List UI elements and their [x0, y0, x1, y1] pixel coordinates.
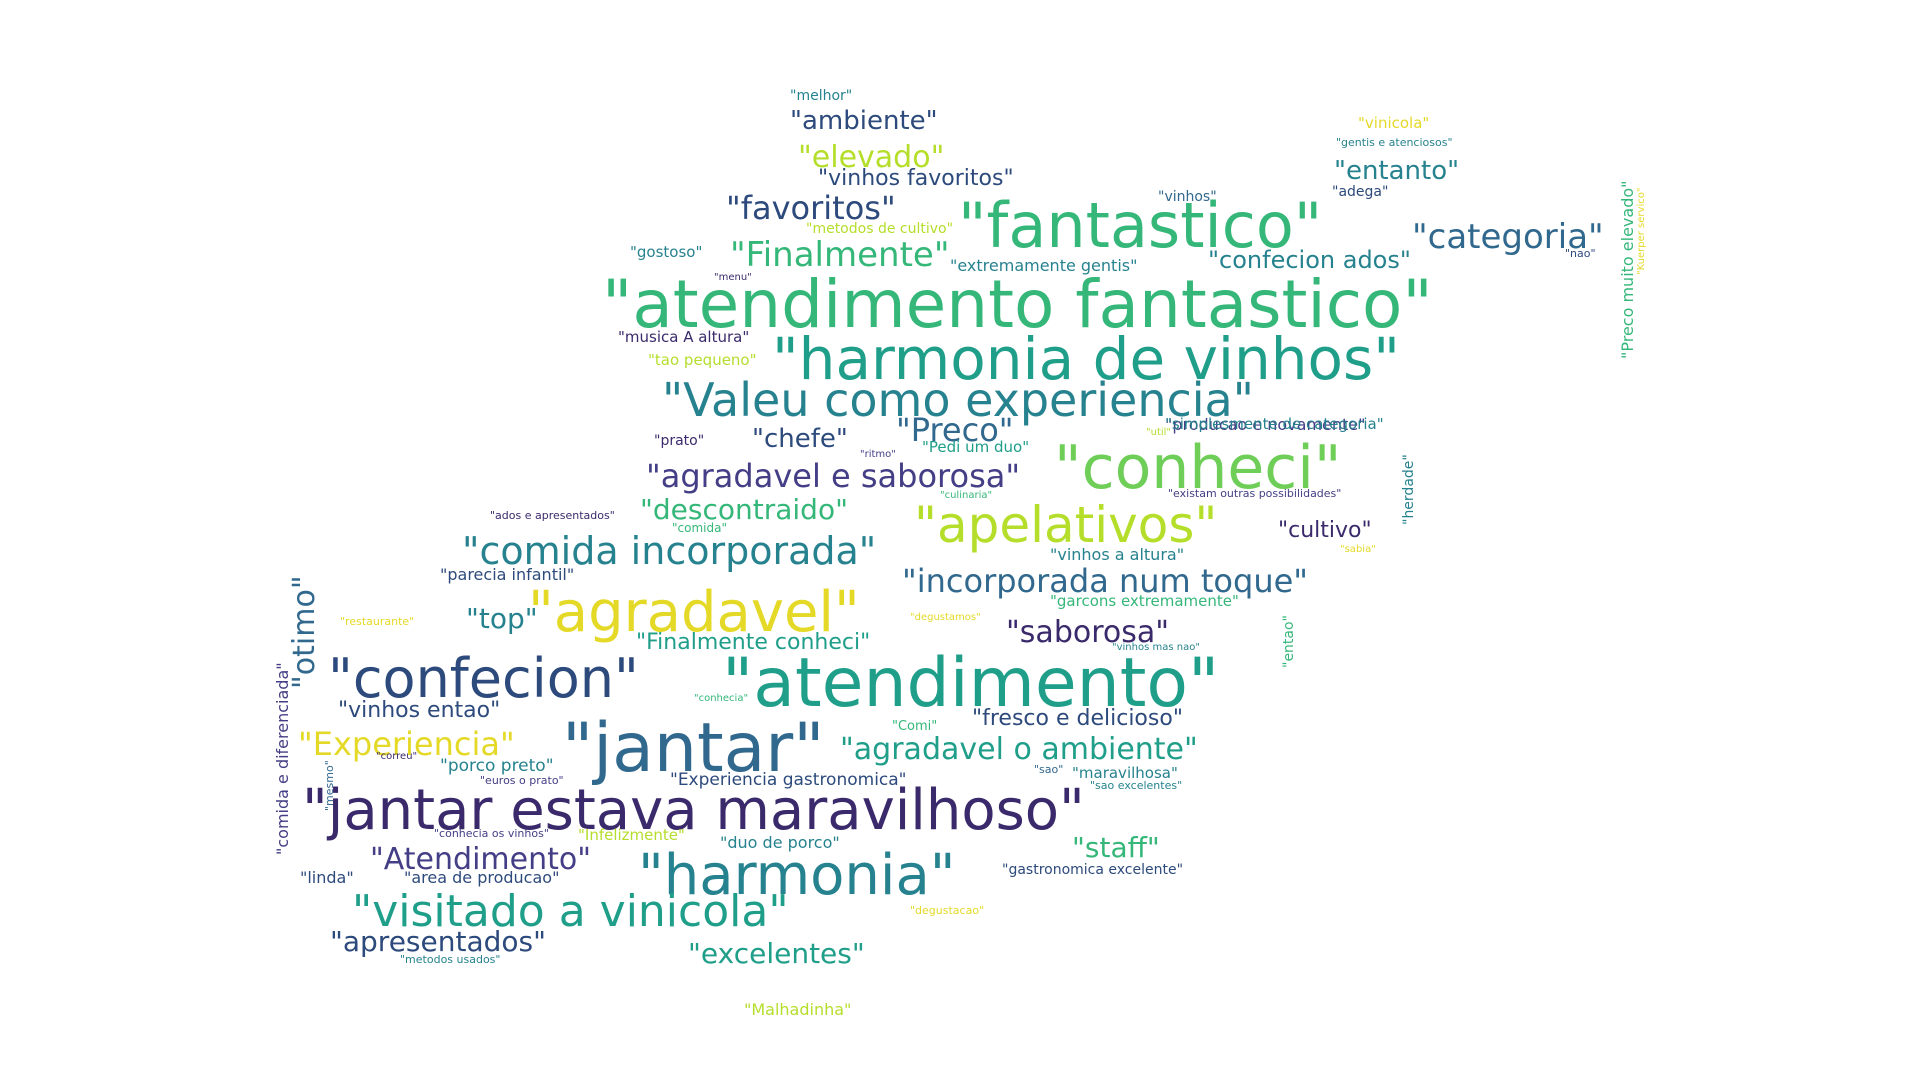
word-cloud-term: "correu" [376, 751, 418, 762]
word-cloud-term: "Experiencia gastronomica" [670, 770, 907, 790]
word-cloud-term: "elevado" [798, 140, 945, 175]
word-cloud-term: "fantastico" [958, 189, 1323, 262]
word-cloud-term: "descontraido" [640, 493, 848, 526]
word-cloud-term: "tao pequeno" [648, 351, 757, 369]
word-cloud-term: "metodos de cultivo" [806, 221, 954, 237]
word-cloud-term: "Kuerper servico" [1636, 187, 1647, 275]
word-cloud-term: "chefe" [752, 424, 848, 454]
word-cloud-term: "Atendimento" [370, 842, 592, 877]
word-cloud-term: "conhecia os vinhos" [434, 827, 549, 840]
word-cloud-term: "Malhadinha" [744, 1000, 852, 1019]
word-cloud-term: "conhecia" [694, 693, 749, 704]
word-cloud-term: "restaurante" [340, 615, 415, 628]
word-cloud-term: "vinhos favoritos" [818, 166, 1014, 191]
word-cloud-term: "excelentes" [688, 937, 865, 970]
word-cloud-term: "entanto" [1334, 156, 1460, 186]
word-cloud-term: "saborosa" [1006, 615, 1170, 650]
word-cloud-term: "apresentados" [330, 925, 547, 958]
word-cloud-term: "Comi" [892, 719, 938, 734]
word-cloud-term: "existam outras possibilidades" [1168, 487, 1342, 500]
word-cloud-term: "apelativos" [914, 496, 1218, 554]
word-cloud-term: "linda" [300, 868, 354, 887]
word-cloud-term: "agradavel e saborosa" [646, 457, 1021, 495]
word-cloud-term: "harmonia" [638, 843, 956, 908]
word-cloud-term: "parecia infantil" [440, 565, 575, 584]
word-cloud-term: "staff" [1072, 831, 1160, 864]
word-cloud-term: "prato" [654, 433, 705, 449]
word-cloud-term: "harmonia de vinhos" [772, 325, 1400, 393]
word-cloud-term: "top" [466, 602, 538, 635]
word-cloud-term: "herdade" [1401, 454, 1417, 525]
word-cloud-term: "vinhos" [1158, 189, 1217, 205]
word-cloud-term: "vinhos entao" [338, 698, 501, 723]
word-cloud-term: "maravilhosa" [1072, 764, 1178, 782]
word-cloud-term: "fresco e delicioso" [972, 706, 1183, 731]
word-cloud-term: "entao" [1281, 615, 1297, 668]
word-cloud-term: "degustacao" [910, 904, 985, 917]
word-cloud-term: "sao" [1034, 763, 1064, 776]
word-cloud-term: "confecion" [328, 647, 639, 710]
word-cloud-term: "Experiencia" [298, 725, 515, 763]
word-cloud-term: "duo de porco" [720, 833, 840, 852]
word-cloud-term: "simplesmente de categoria" [1165, 415, 1384, 433]
word-cloud-term: "incorporada num toque" [902, 562, 1308, 600]
word-cloud-term: "agradavel" [528, 580, 860, 645]
word-cloud-term: "ritmo" [860, 449, 896, 460]
word-cloud-term: "vinhos a altura" [1050, 545, 1185, 564]
word-cloud-term: "ambiente" [790, 106, 938, 136]
word-cloud-term: "cultivo" [1278, 518, 1372, 543]
word-cloud-term: "metodos usados" [400, 953, 501, 966]
word-cloud-term: "categoria" [1412, 217, 1604, 257]
word-cloud-term: "Pedi um duo" [922, 438, 1030, 456]
word-cloud-term: "nao" [1565, 247, 1596, 260]
word-cloud-term: "culinaria" [940, 490, 993, 501]
word-cloud-term: "visitado a vinicola" [352, 886, 789, 937]
word-cloud-term: "conheci" [1054, 433, 1342, 503]
word-cloud-term: "Infelizmente" [578, 826, 685, 844]
word-cloud-term: "sao excelentes" [1090, 779, 1183, 792]
word-cloud-term: "ados e apresentados" [490, 509, 615, 522]
word-cloud-term: "musica A altura" [618, 328, 750, 346]
word-cloud-term: "Valeu como experiencia" [662, 373, 1254, 427]
word-cloud-term: "gentis e atenciosos" [1336, 136, 1453, 149]
word-cloud-term: "jantar estava maravilhoso" [302, 778, 1085, 843]
word-cloud-term: "comida incorporada" [462, 529, 877, 573]
word-cloud-term: "favoritos" [726, 189, 896, 227]
word-cloud-term: "agradavel o ambiente" [840, 732, 1198, 767]
word-cloud-term: "otimo" [287, 575, 322, 689]
word-cloud-term: "vinicola" [1358, 114, 1430, 132]
word-cloud-term: "menu" [714, 272, 752, 283]
word-cloud-term: "atendimento" [722, 644, 1220, 723]
word-cloud-term: "vinhos mas nao" [1112, 642, 1200, 653]
word-cloud-term: "extremamente gentis" [950, 256, 1138, 275]
word-cloud-term: "Finalmente conheci" [636, 630, 871, 655]
word-cloud-term: "gostoso" [630, 243, 703, 261]
word-cloud-term: "area de producao" [404, 868, 560, 887]
word-cloud-term: "gastronomica excelente" [1002, 862, 1184, 878]
word-cloud-term: "util" [1146, 427, 1172, 438]
word-cloud-term: "mesmo" [323, 760, 336, 811]
word-cloud-term: "producao e novamente" [1165, 415, 1366, 434]
word-cloud-term: "degustamos" [910, 612, 981, 623]
word-cloud-term: "Finalmente" [730, 235, 950, 275]
word-cloud-term: "adega" [1332, 184, 1389, 200]
word-cloud-term: "comida" [672, 521, 727, 535]
word-cloud-term: "sabia" [1340, 544, 1376, 555]
word-cloud-term: "porco preto" [440, 756, 554, 776]
word-cloud-term: "garcons extremamente" [1050, 592, 1239, 610]
word-cloud-term: "comida e diferenciada" [273, 662, 292, 855]
word-cloud-term: "confecion ados" [1208, 246, 1411, 274]
word-cloud-term: "euros o prato" [480, 774, 564, 787]
word-cloud-term: "atendimento fantastico" [602, 266, 1433, 343]
word-cloud-term: "melhor" [790, 88, 853, 104]
word-cloud-term: "Preco muito elevado" [1618, 180, 1637, 360]
word-cloud-term: "jantar" [562, 709, 825, 788]
word-cloud-term: "Preco" [896, 411, 1014, 449]
